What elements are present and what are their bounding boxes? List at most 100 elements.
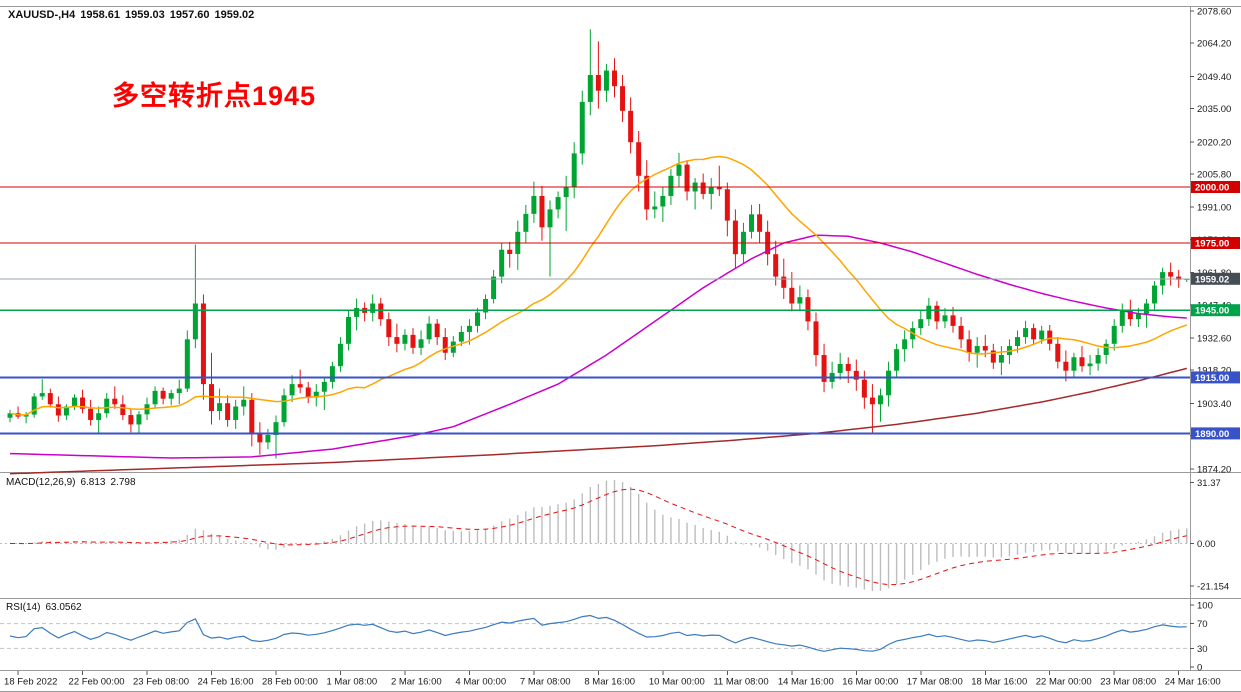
candle-bearish xyxy=(982,346,988,351)
candle-bullish xyxy=(1015,337,1020,347)
candle-bullish xyxy=(523,213,529,232)
candle-bullish xyxy=(450,341,456,353)
time-axis-label: 14 Mar 16:00 xyxy=(778,677,834,688)
candle-bullish xyxy=(192,303,198,340)
candle-bearish xyxy=(160,390,166,399)
candle-bullish xyxy=(499,249,505,277)
candle-bullish xyxy=(668,175,674,196)
candle-bullish xyxy=(918,319,924,329)
candle-bearish xyxy=(869,397,875,405)
rsi-name: RSI(14) xyxy=(6,602,41,613)
candle-bearish xyxy=(595,75,601,91)
macd-signal-line xyxy=(10,488,1187,586)
candle-bullish xyxy=(491,276,497,299)
candle-bullish xyxy=(926,305,932,320)
candle-bullish xyxy=(1135,313,1141,320)
candle-bullish xyxy=(233,406,239,420)
candle-bullish xyxy=(289,384,295,396)
candle-bearish xyxy=(990,350,996,363)
candle-bullish xyxy=(894,349,900,371)
candle-bullish xyxy=(1184,278,1190,280)
candle-bullish xyxy=(1111,325,1117,344)
candle-bearish xyxy=(700,182,706,194)
candle-bullish xyxy=(176,388,182,394)
price-tick-label: 2005.80 xyxy=(1197,170,1231,181)
candle-bearish xyxy=(845,363,851,371)
macd-main-value: 6.813 xyxy=(80,477,106,488)
time-axis-label: 24 Feb 16:00 xyxy=(198,677,254,688)
candle-bearish xyxy=(958,325,964,340)
candle-bullish xyxy=(660,195,666,207)
candle-bullish xyxy=(354,307,360,317)
candle-bearish xyxy=(434,323,440,338)
candle-bullish xyxy=(241,399,247,407)
quote-close: 1959.02 xyxy=(214,9,255,21)
time-axis-label: 17 Mar 08:00 xyxy=(907,677,963,688)
candle-bullish xyxy=(579,101,585,154)
candle-bearish xyxy=(716,187,722,190)
candle-bearish xyxy=(853,370,859,380)
candle-bullish xyxy=(152,390,158,405)
macd-name: MACD(12,26,9) xyxy=(6,477,76,488)
candle-bearish xyxy=(805,297,811,322)
candle-bullish xyxy=(998,355,1004,363)
candle-bullish xyxy=(708,187,714,194)
price-badge xyxy=(1191,181,1240,193)
candle-bearish xyxy=(789,287,795,304)
horizontal-lines-layer[interactable] xyxy=(0,186,1190,435)
candle-bullish xyxy=(547,209,553,228)
chart-ohlc-header: XAUUSD-,H4 1958.61 1959.03 1957.60 1959.02 xyxy=(8,9,259,21)
candle-bearish xyxy=(225,403,231,420)
time-axis-label: 11 Mar 08:00 xyxy=(713,677,768,688)
candle-bullish xyxy=(329,366,335,382)
time-axis-label: 28 Feb 00:00 xyxy=(262,677,318,688)
moving-averages-layer xyxy=(9,155,1188,475)
candle-bearish xyxy=(1079,357,1085,367)
macd-signal-value: 2.798 xyxy=(110,477,136,488)
time-axis-label: 23 Feb 08:00 xyxy=(133,677,189,688)
candle-bearish xyxy=(120,404,126,416)
candle-bearish xyxy=(821,355,827,382)
candle-bearish xyxy=(644,175,650,210)
candle-bullish xyxy=(96,413,102,420)
candle-bullish xyxy=(63,406,69,416)
candle-bearish xyxy=(507,249,513,254)
time-axis-label: 24 Mar 16:00 xyxy=(1165,677,1221,688)
candle-bearish xyxy=(386,319,392,338)
candle-bullish xyxy=(402,334,408,344)
rsi-indicator-label: RSI(14) 63.0562 xyxy=(6,602,82,613)
ma-slow-line xyxy=(9,367,1187,475)
candle-bullish xyxy=(313,391,319,398)
candle-bullish xyxy=(273,422,279,435)
candle-bullish xyxy=(1119,310,1125,326)
candle-bullish xyxy=(555,197,561,210)
candle-bearish xyxy=(620,86,626,111)
candle-bullish xyxy=(426,323,432,340)
time-axis-label: 2 Mar 16:00 xyxy=(391,677,442,688)
candle-bearish xyxy=(773,254,779,277)
candle-bullish xyxy=(974,346,980,353)
candle-bullish xyxy=(652,206,658,210)
price-badge-label: 1959.02 xyxy=(1195,274,1229,285)
candle-bullish xyxy=(1152,285,1158,304)
price-tick-label: 1932.60 xyxy=(1197,333,1231,344)
price-badge-label: 2000.00 xyxy=(1195,183,1229,194)
candle-bullish xyxy=(458,331,464,342)
candle-bullish xyxy=(184,339,190,389)
candle-bullish xyxy=(136,414,142,425)
candle-bearish xyxy=(1168,272,1174,277)
candle-bearish xyxy=(950,315,956,326)
candle-bearish xyxy=(249,399,255,434)
candle-bullish xyxy=(7,413,13,418)
macd-indicator-label: MACD(12,26,9) 6.813 2.798 xyxy=(6,477,136,488)
time-axis-label: 4 Mar 00:00 xyxy=(455,677,506,688)
price-badge-label: 1915.00 xyxy=(1195,373,1229,384)
candle-bearish xyxy=(297,384,303,388)
candle-bullish xyxy=(31,396,37,415)
time-axis[interactable]: 18 Feb 2022 22 Feb 00:00 23 Feb 08:00 24 Fe… xyxy=(4,671,1221,688)
price-tick-label: 2020.20 xyxy=(1197,137,1231,148)
candle-bullish xyxy=(877,395,883,405)
candle-bearish xyxy=(628,110,634,143)
candle-bullish xyxy=(563,187,569,198)
